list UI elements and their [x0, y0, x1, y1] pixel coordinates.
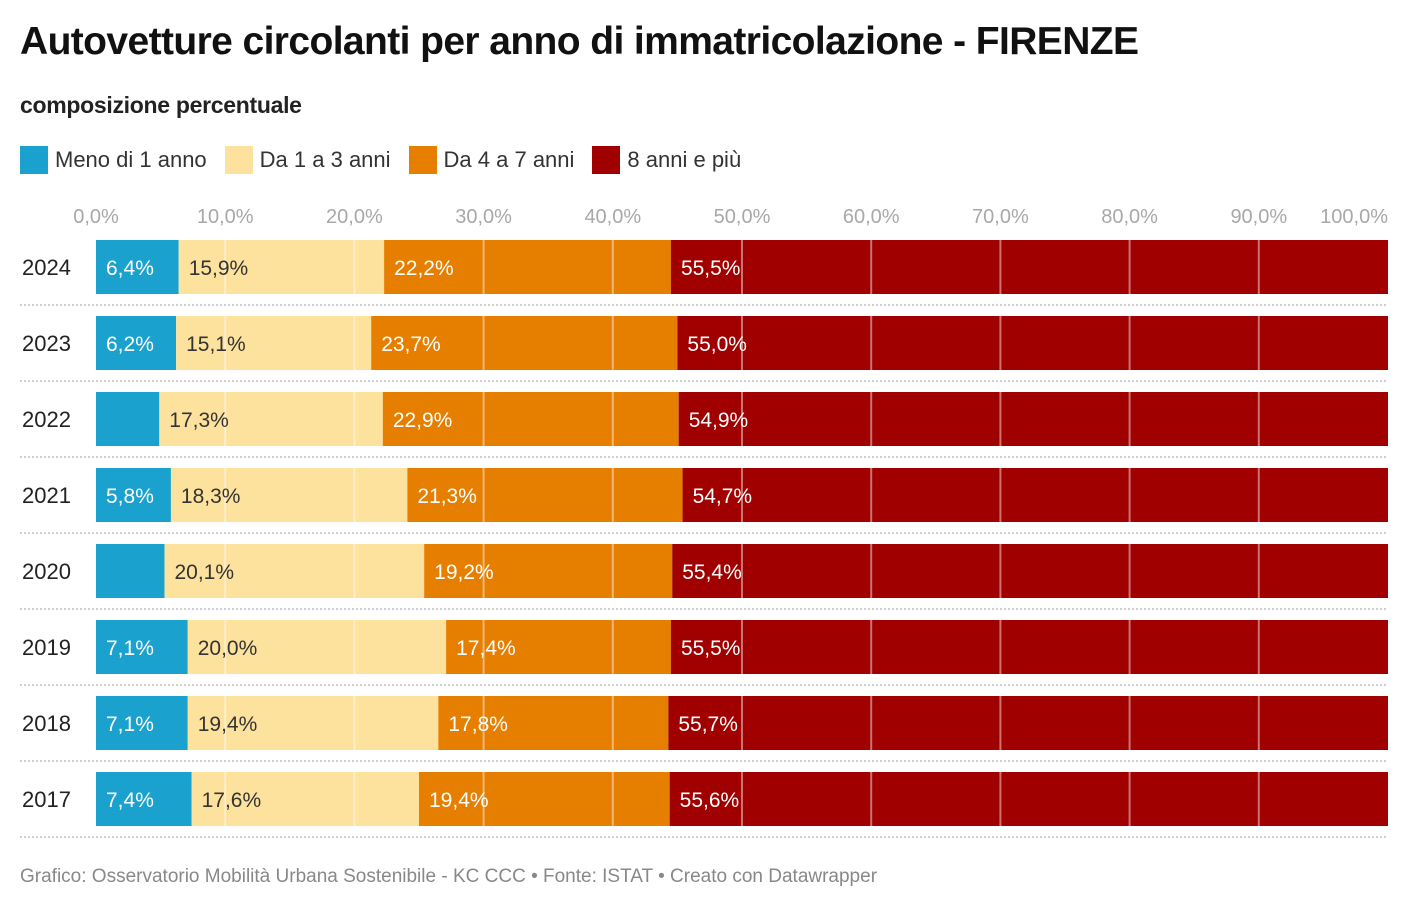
- bar-segment: [164, 544, 425, 598]
- bar-segment: [682, 468, 1388, 522]
- data-label: 20,0%: [198, 637, 258, 660]
- bar-segment: [176, 316, 372, 370]
- legend-label: 8 anni e più: [627, 147, 742, 172]
- data-label: 17,6%: [202, 789, 262, 812]
- bar-segment: [96, 620, 188, 674]
- bar-segment: [159, 392, 383, 446]
- bar-segment: [187, 696, 439, 750]
- legend-label: Meno di 1 anno: [55, 147, 207, 172]
- x-tick-label: 0,0%: [73, 206, 119, 228]
- data-label: 55,5%: [681, 257, 741, 280]
- bar-segment: [670, 620, 1388, 674]
- data-label: 55,5%: [681, 637, 741, 660]
- bar-segment: [96, 316, 177, 370]
- bar-segment: [424, 544, 673, 598]
- x-tick-label: 60,0%: [843, 206, 900, 228]
- bar-segment: [438, 696, 669, 750]
- legend-label: Da 4 a 7 anni: [443, 147, 575, 172]
- y-category-label: 2017: [22, 787, 71, 812]
- data-label: 17,8%: [448, 713, 508, 736]
- legend-swatch: [592, 146, 621, 174]
- data-label: 6,4%: [106, 257, 154, 280]
- legend-item-8-anni-e-piu: 8 anni e più: [592, 146, 741, 174]
- data-label: 55,0%: [687, 333, 747, 356]
- legend-swatch: [408, 146, 437, 174]
- legend-item-da-4-a-7-anni: Da 4 a 7 anni: [408, 146, 575, 174]
- legend: Meno di 1 anno Da 1 a 3 anni Da 4 a 7 an…: [20, 146, 759, 174]
- y-category-label: 2018: [22, 711, 71, 736]
- data-label: 15,1%: [186, 333, 246, 356]
- y-category-label: 2021: [22, 483, 71, 508]
- bar-segment: [668, 696, 1388, 750]
- data-label: 55,6%: [680, 789, 740, 812]
- data-label: 6,2%: [106, 333, 154, 356]
- y-category-label: 2020: [22, 559, 71, 584]
- data-label: 17,4%: [456, 637, 516, 660]
- data-label: 7,1%: [106, 713, 154, 736]
- data-label: 20,1%: [174, 561, 234, 584]
- bar-segment: [677, 316, 1388, 370]
- data-label: 54,7%: [693, 485, 753, 508]
- bar-segment: [678, 392, 1388, 446]
- bar-segment: [672, 544, 1388, 598]
- data-label: 18,3%: [181, 485, 241, 508]
- bar-segment: [96, 696, 188, 750]
- data-label: 22,2%: [394, 257, 454, 280]
- bar-segment: [178, 240, 385, 294]
- x-tick-label: 70,0%: [972, 206, 1029, 228]
- bar-segment: [170, 468, 408, 522]
- data-label: 54,9%: [689, 409, 749, 432]
- x-tick-label: 90,0%: [1230, 206, 1287, 228]
- data-label: 5,8%: [106, 485, 154, 508]
- bar-segment: [96, 240, 179, 294]
- bar-segment: [191, 772, 419, 826]
- legend-swatch: [224, 146, 253, 174]
- bar-segment: [96, 772, 192, 826]
- bar-segment: [446, 620, 671, 674]
- data-label: 7,4%: [106, 789, 154, 812]
- x-tick-label: 50,0%: [714, 206, 771, 228]
- bar-segment: [96, 544, 165, 598]
- bar-segment: [419, 772, 670, 826]
- x-tick-label: 20,0%: [326, 206, 383, 228]
- y-category-label: 2023: [22, 331, 71, 356]
- bar-segment: [669, 772, 1388, 826]
- chart-title: Autovetture circolanti per anno di immat…: [20, 20, 1139, 63]
- chart-subtitle: composizione percentuale: [20, 92, 302, 118]
- data-label: 19,4%: [429, 789, 489, 812]
- data-label: 7,1%: [106, 637, 154, 660]
- bar-segment: [382, 392, 679, 446]
- data-label: 55,4%: [682, 561, 742, 584]
- x-tick-label: 100,0%: [1320, 206, 1388, 228]
- data-label: 21,3%: [417, 485, 477, 508]
- bar-segment: [407, 468, 683, 522]
- data-label: 55,7%: [678, 713, 738, 736]
- x-tick-label: 80,0%: [1101, 206, 1158, 228]
- bar-segment: [384, 240, 671, 294]
- legend-label: Da 1 a 3 anni: [259, 147, 391, 172]
- data-label: 19,2%: [434, 561, 494, 584]
- legend-item-meno-di-1-anno: Meno di 1 anno: [20, 146, 207, 174]
- data-label: 22,9%: [393, 409, 453, 432]
- bar-segment: [96, 468, 171, 522]
- data-label: 17,3%: [169, 409, 229, 432]
- x-tick-label: 30,0%: [455, 206, 512, 228]
- legend-item-da-1-a-3-anni: Da 1 a 3 anni: [224, 146, 391, 174]
- data-label: 15,9%: [189, 257, 249, 280]
- y-category-label: 2019: [22, 635, 71, 660]
- y-category-label: 2024: [22, 255, 71, 280]
- bar-segment: [670, 240, 1388, 294]
- data-label: 19,4%: [198, 713, 258, 736]
- x-tick-label: 10,0%: [197, 206, 254, 228]
- y-category-label: 2022: [22, 407, 71, 432]
- chart-footer: Grafico: Osservatorio Mobilità Urbana So…: [20, 866, 878, 887]
- data-label: 23,7%: [381, 333, 441, 356]
- bar-segment: [96, 392, 160, 446]
- bar-segment: [371, 316, 678, 370]
- bar-segment: [187, 620, 447, 674]
- legend-swatch: [20, 146, 48, 174]
- x-tick-label: 40,0%: [584, 206, 641, 228]
